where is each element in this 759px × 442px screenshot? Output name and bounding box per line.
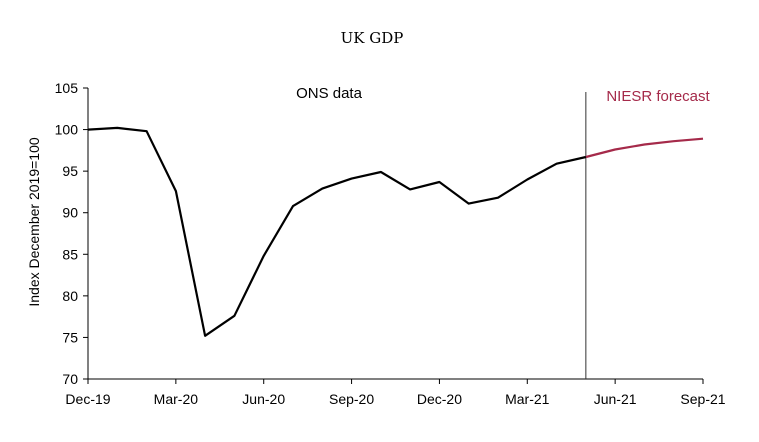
series-line-ons-data [87, 126, 587, 337]
x-axis: Dec-19 Mar-20 Jun-20 Sep-20 Dec-20 Mar-21 Jun-… [65, 378, 726, 407]
series-line-niesr-forecast [585, 137, 704, 159]
chart-title: UK GDP [341, 29, 404, 47]
y-tick-label: 90 [62, 205, 78, 221]
x-tick-label: Mar-21 [505, 391, 550, 407]
y-tick-label: 85 [62, 246, 78, 262]
x-tick-label: Mar-20 [154, 391, 199, 407]
x-tick-label: Sep-20 [329, 391, 374, 407]
ons-data-annotation: ONS data [296, 85, 363, 102]
x-tick-label: Jun-21 [594, 391, 637, 407]
x-tick-label: Dec-20 [417, 391, 462, 407]
y-tick-label: 75 [62, 329, 78, 345]
y-axis-label: Index December 2019=100 [26, 137, 42, 306]
x-tick-label: Jun-20 [242, 391, 285, 407]
y-tick-label: 95 [62, 163, 78, 179]
niesr-forecast-annotation: NIESR forecast [606, 88, 710, 105]
y-tick-label: 70 [62, 371, 78, 387]
y-tick-label: 100 [55, 122, 79, 138]
x-tick-label: Sep-21 [680, 391, 725, 407]
x-tick-label: Dec-19 [65, 391, 110, 407]
y-tick-label: 105 [55, 80, 79, 96]
y-axis: 70 75 80 85 90 95 100 105 [55, 80, 89, 387]
y-tick-label: 80 [62, 288, 78, 304]
